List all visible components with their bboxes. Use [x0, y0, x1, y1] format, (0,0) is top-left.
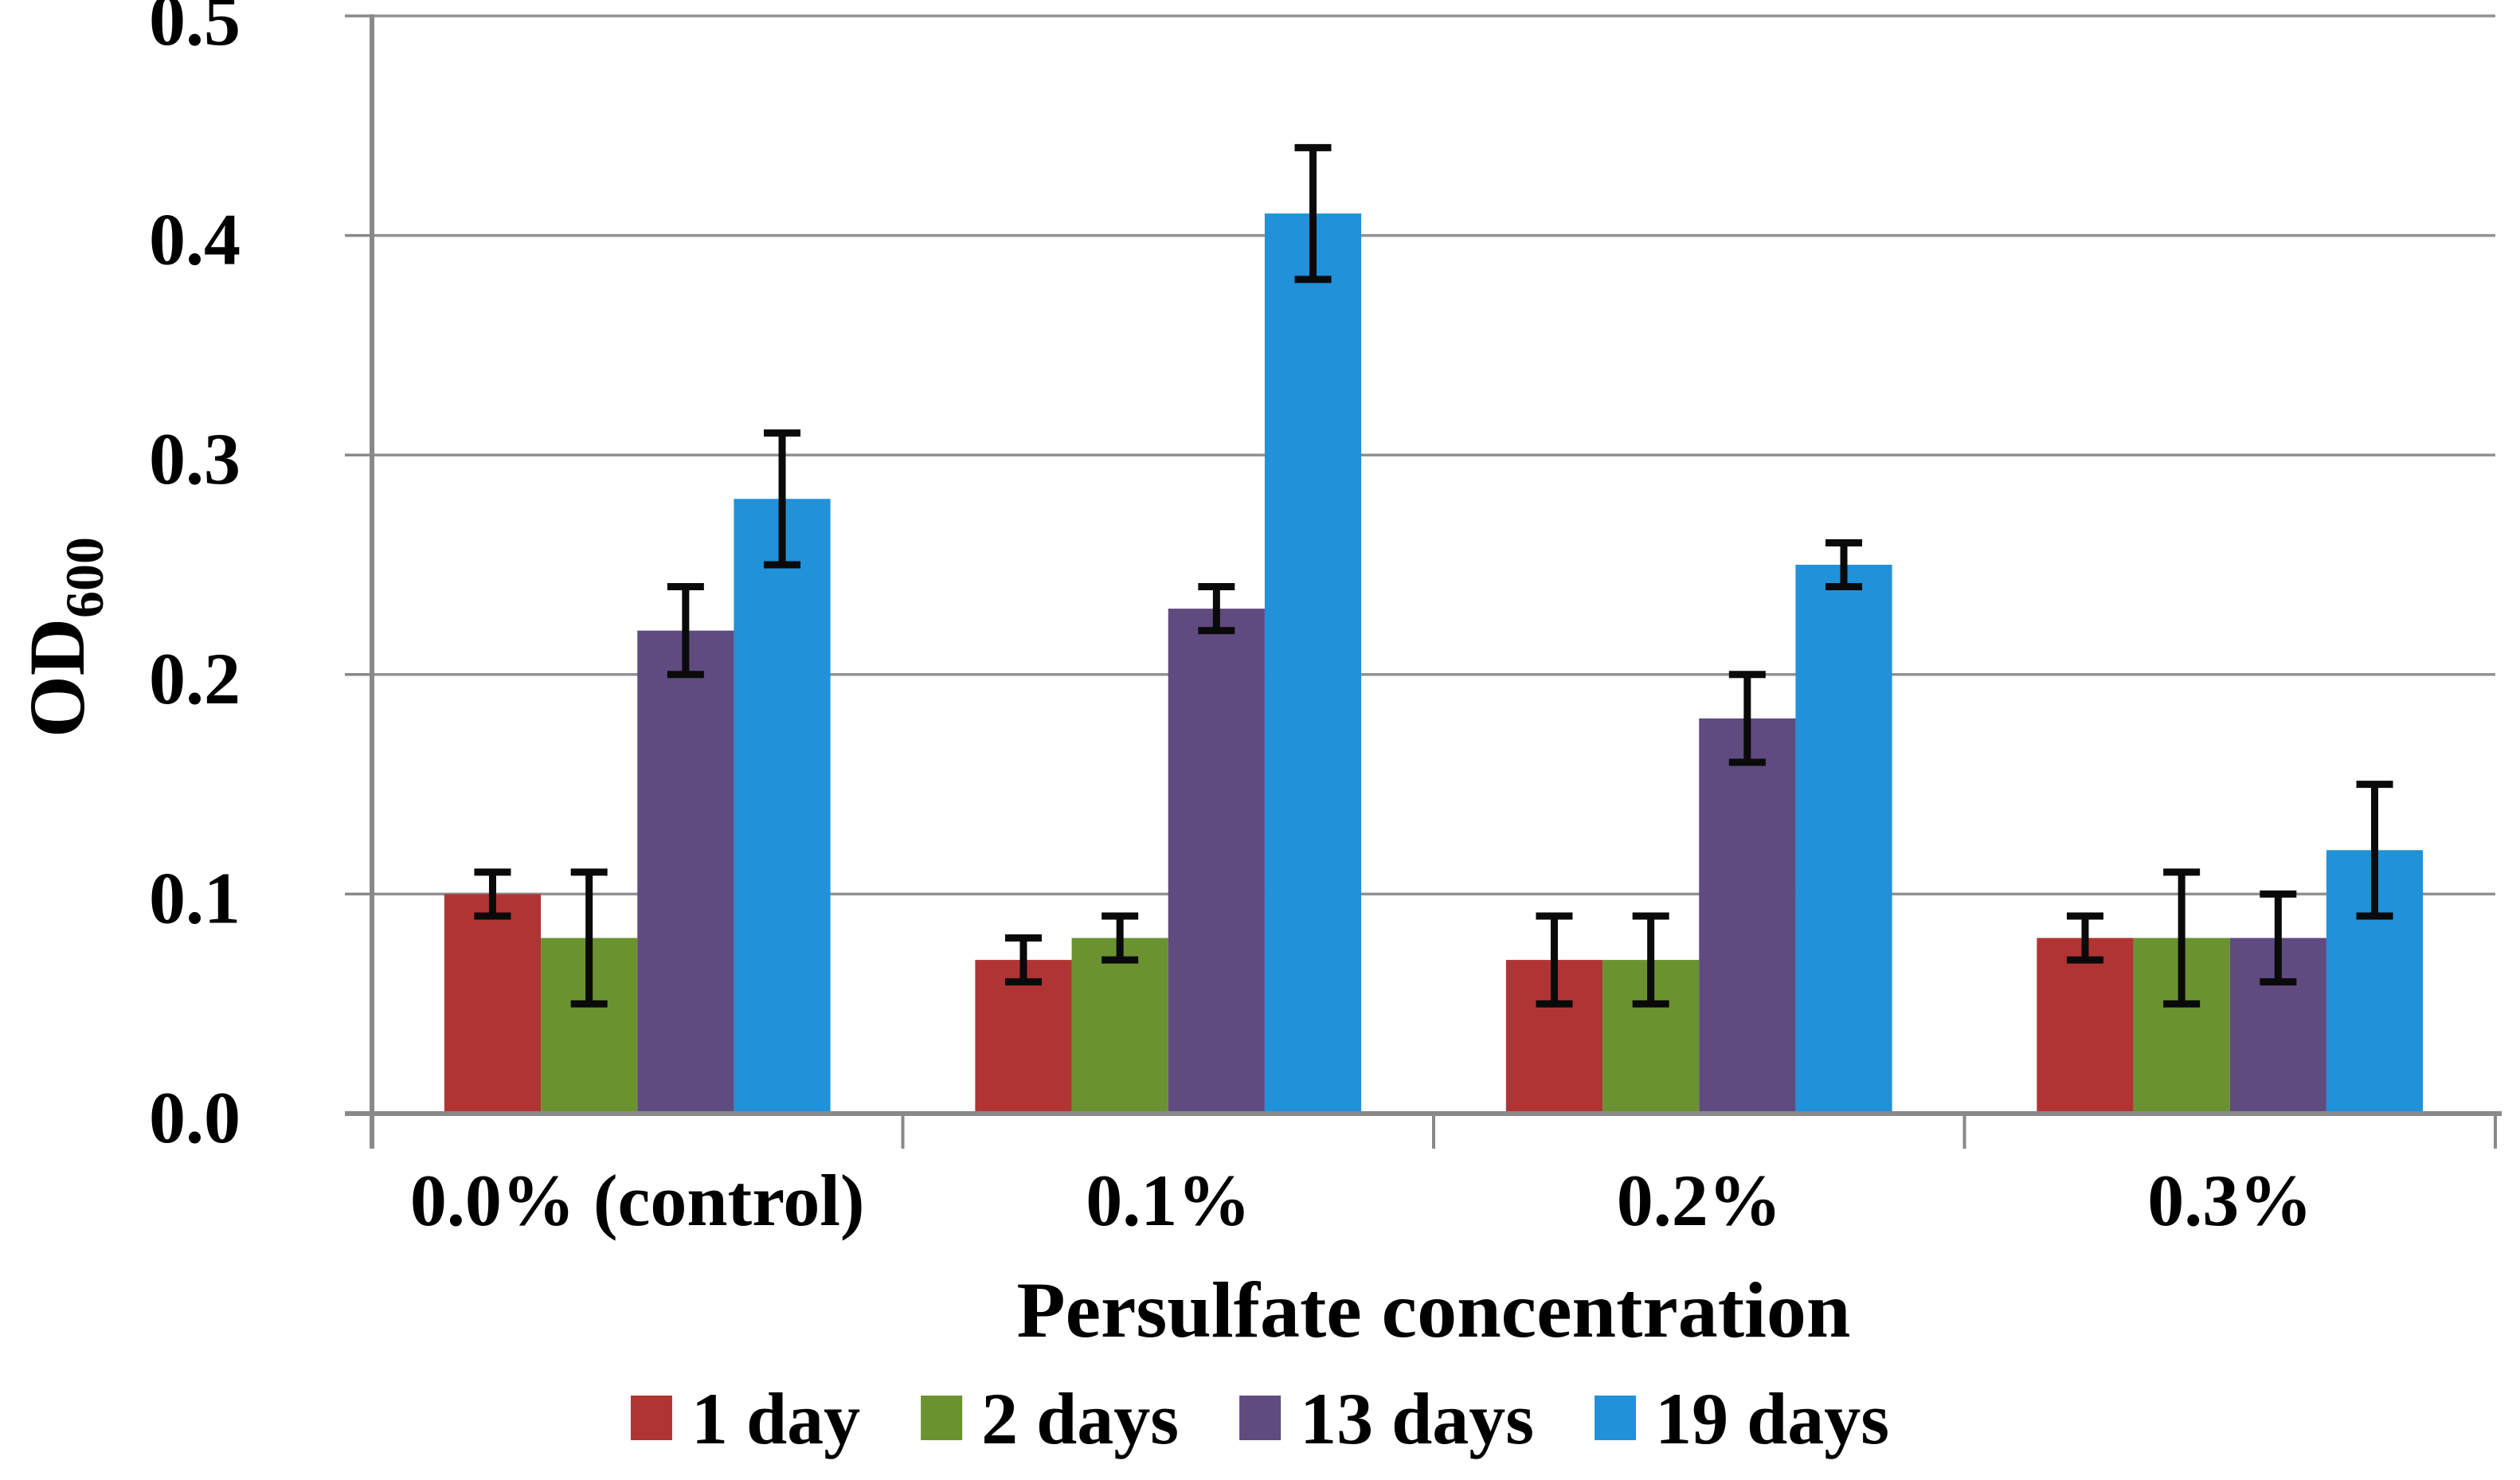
x-category-label-2: 0.2% — [1617, 1160, 1782, 1241]
y-tick-label-0.2: 0.2 — [149, 638, 241, 719]
error-bar — [764, 429, 801, 569]
legend-swatch-1-day — [630, 1396, 672, 1440]
bar-1-day-0.0 — [444, 894, 542, 1114]
error-bar — [474, 868, 511, 920]
error-bar — [1536, 912, 1573, 1008]
bar-19-days-0.1 — [1264, 213, 1362, 1114]
legend-label: 19 days — [1655, 1378, 1889, 1459]
legend-swatch-2-days — [921, 1396, 963, 1440]
legend-item-2-days: 2 days — [921, 1378, 1179, 1459]
error-bar — [1825, 538, 1863, 591]
bar-1-day-0.3 — [2037, 938, 2134, 1114]
y-tick-label-0.3: 0.3 — [149, 418, 241, 499]
legend-label: 2 days — [981, 1378, 1179, 1459]
bar-1-day-0.1 — [975, 960, 1072, 1114]
x-category-label-1: 0.1% — [1086, 1160, 1250, 1241]
y-tick-label-0.1: 0.1 — [149, 857, 241, 938]
legend-label: 1 day — [691, 1378, 860, 1459]
error-bar — [1294, 143, 1332, 284]
y-axis-title: OD600 — [13, 537, 115, 738]
bar-13-days-0.2 — [1699, 718, 1796, 1114]
bar-13-days-0.1 — [1168, 609, 1265, 1114]
x-category-label-0: 0.0% (control) — [410, 1160, 865, 1241]
y-tick-label-0.5: 0.5 — [149, 0, 241, 61]
y-tick-label-0.4: 0.4 — [149, 199, 241, 280]
error-bar — [2066, 912, 2103, 964]
error-bar — [1004, 934, 1042, 986]
bar-13-days-0.0 — [637, 630, 734, 1114]
bar-2-days-0.1 — [1071, 938, 1168, 1114]
bar-19-days-0.0 — [734, 499, 831, 1114]
bar-19-days-0.2 — [1795, 565, 1892, 1114]
error-bar — [2356, 781, 2393, 920]
legend: 1 day 2 days 13 days 19 days — [630, 1378, 1889, 1459]
error-bar — [667, 583, 704, 679]
error-bar — [1632, 912, 1669, 1008]
legend-swatch-19-days — [1595, 1396, 1637, 1440]
error-bar — [2260, 890, 2297, 986]
error-bar — [1198, 583, 1235, 635]
legend-item-13-days: 13 days — [1239, 1378, 1534, 1459]
error-bar — [1728, 671, 1766, 766]
legend-label: 13 days — [1300, 1378, 1534, 1459]
legend-item-19-days: 19 days — [1595, 1378, 1889, 1459]
error-bar — [570, 868, 608, 1008]
legend-item-1-day: 1 day — [630, 1378, 860, 1459]
x-category-label-3: 0.3% — [2147, 1160, 2312, 1241]
legend-swatch-13-days — [1239, 1396, 1282, 1440]
x-axis-title: Persulfate concentration — [1017, 1266, 1851, 1354]
error-bar — [1102, 912, 1139, 964]
y-tick-label-0.0: 0.0 — [149, 1077, 241, 1158]
error-bar — [2163, 868, 2201, 1008]
